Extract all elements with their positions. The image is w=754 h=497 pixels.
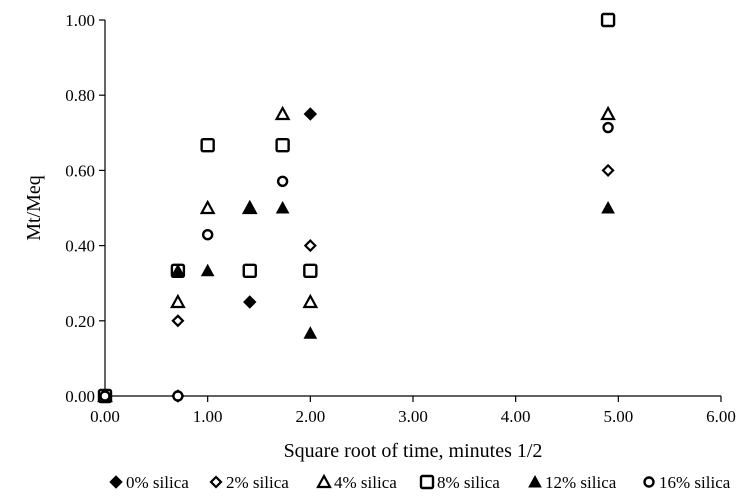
data-point xyxy=(171,314,185,328)
x-tick-label: 4.00 xyxy=(501,407,531,426)
x-tick-label: 3.00 xyxy=(398,407,428,426)
legend-marker xyxy=(643,476,655,488)
data-point xyxy=(275,200,290,214)
y-tick-label: 0.00 xyxy=(65,387,95,406)
legend-label: 12% silica xyxy=(545,473,617,492)
legend-marker xyxy=(109,475,123,489)
data-point xyxy=(276,175,289,188)
legend-marker xyxy=(419,474,435,490)
series-4-silica xyxy=(97,105,616,403)
data-point xyxy=(172,390,184,402)
y-tick-label: 0.40 xyxy=(65,237,95,256)
data-point xyxy=(275,138,290,153)
data-point xyxy=(600,12,616,28)
x-axis-title: Square root of time, minutes 1/2 xyxy=(284,440,543,462)
data-point xyxy=(200,263,215,277)
data-point xyxy=(242,263,257,278)
plot-area xyxy=(104,20,721,397)
x-tick-label: 6.00 xyxy=(706,407,736,426)
data-point xyxy=(602,121,614,134)
series-8-silica xyxy=(97,12,616,404)
legend-label: 0% silica xyxy=(126,473,189,492)
data-point xyxy=(99,390,111,402)
legend: 0% silica 2% silica 4% silica 8% silica 12% … xyxy=(109,473,731,492)
data-point xyxy=(302,293,319,309)
data-point xyxy=(199,199,216,215)
data-point xyxy=(303,263,318,278)
data-point xyxy=(200,138,215,153)
data-markers xyxy=(97,12,616,404)
data-point xyxy=(170,293,186,309)
data-point xyxy=(600,105,616,121)
data-point xyxy=(242,200,257,214)
x-tick-label: 0.00 xyxy=(90,407,120,426)
data-point xyxy=(303,239,317,253)
y-tick-label: 1.00 xyxy=(65,11,95,30)
legend-label: 8% silica xyxy=(437,473,500,492)
x-axis-ticks: 0.00 1.00 2.00 3.00 4.00 5.00 6.00 xyxy=(90,396,736,426)
data-point xyxy=(601,163,615,177)
data-point xyxy=(243,295,257,309)
legend-marker xyxy=(209,475,223,489)
y-tick-label: 0.20 xyxy=(65,312,95,331)
y-tick-label: 0.80 xyxy=(65,86,95,105)
data-point xyxy=(171,263,185,277)
x-tick-label: 2.00 xyxy=(295,407,325,426)
legend-label: 16% silica xyxy=(659,473,731,492)
legend-label: 4% silica xyxy=(334,473,397,492)
legend-marker xyxy=(316,473,332,489)
y-axis-ticks: 0.00 0.20 0.40 0.60 0.80 1.00 xyxy=(65,11,105,406)
series-16-silica xyxy=(99,121,614,402)
y-axis-title: Mt/Meq xyxy=(23,175,45,241)
legend-marker xyxy=(528,474,542,488)
data-point xyxy=(303,107,318,121)
data-point xyxy=(303,326,318,339)
data-point xyxy=(601,200,615,214)
data-point xyxy=(201,228,214,241)
x-tick-label: 5.00 xyxy=(603,407,633,426)
x-tick-label: 1.00 xyxy=(193,407,223,426)
y-tick-label: 0.60 xyxy=(65,161,95,180)
series-2-silica xyxy=(98,163,615,403)
data-point xyxy=(274,105,291,121)
legend-label: 2% silica xyxy=(226,473,289,492)
